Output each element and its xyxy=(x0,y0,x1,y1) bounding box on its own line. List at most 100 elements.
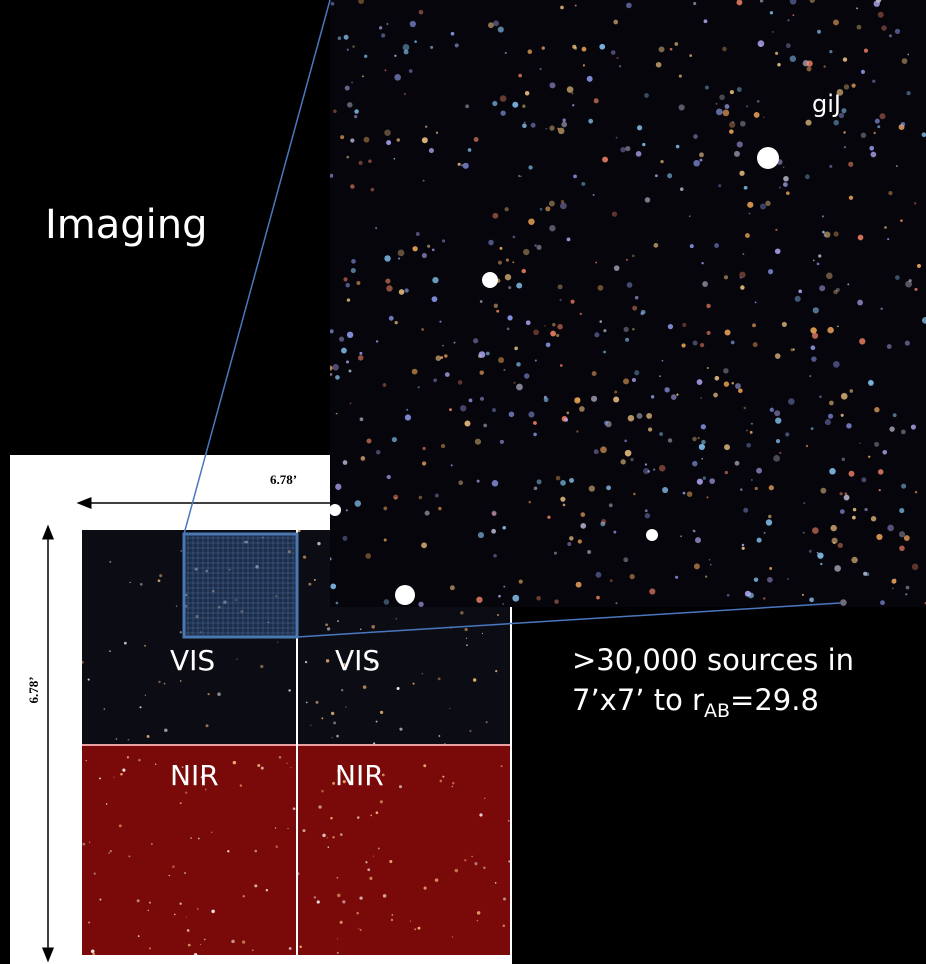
star xyxy=(874,407,879,412)
star xyxy=(518,175,520,177)
star xyxy=(709,478,715,484)
star xyxy=(856,7,858,9)
star xyxy=(406,409,408,411)
star xyxy=(418,602,423,607)
star xyxy=(179,903,181,905)
star xyxy=(544,397,549,402)
star xyxy=(560,480,566,486)
star xyxy=(347,102,353,108)
star xyxy=(868,380,874,386)
star xyxy=(740,277,742,279)
star xyxy=(817,552,819,554)
star xyxy=(522,105,525,108)
star xyxy=(174,914,176,916)
star xyxy=(803,532,805,534)
star xyxy=(839,492,842,495)
star xyxy=(790,348,793,351)
star xyxy=(757,100,760,103)
star xyxy=(302,829,305,832)
star xyxy=(563,504,566,507)
star xyxy=(812,527,819,534)
star xyxy=(158,579,161,582)
star xyxy=(823,65,825,67)
star xyxy=(486,721,488,723)
star xyxy=(491,510,496,515)
star xyxy=(680,187,684,191)
star xyxy=(479,813,482,816)
star xyxy=(144,645,146,647)
star xyxy=(740,488,743,491)
star xyxy=(729,129,734,134)
star xyxy=(567,86,574,93)
star xyxy=(833,231,838,236)
star xyxy=(445,372,450,377)
star xyxy=(914,288,917,291)
star xyxy=(358,928,359,929)
star xyxy=(383,894,387,898)
star xyxy=(841,108,846,113)
star xyxy=(424,887,427,890)
star xyxy=(522,123,527,128)
star xyxy=(621,459,626,464)
star xyxy=(397,687,400,690)
star xyxy=(321,717,323,719)
star xyxy=(786,191,790,195)
star xyxy=(432,296,438,302)
star xyxy=(680,535,682,537)
caption-text: 7’x7’ to r xyxy=(572,683,704,717)
star xyxy=(865,572,869,576)
star xyxy=(466,644,468,646)
star xyxy=(477,480,480,483)
star xyxy=(751,479,753,481)
star xyxy=(805,120,811,126)
star xyxy=(127,756,129,758)
star xyxy=(732,382,734,384)
star xyxy=(371,625,375,629)
star xyxy=(766,519,772,525)
star xyxy=(594,98,599,103)
star xyxy=(630,458,633,461)
star xyxy=(718,184,721,187)
star xyxy=(289,947,292,950)
star xyxy=(841,393,848,400)
star xyxy=(775,417,781,423)
star xyxy=(770,408,774,412)
star xyxy=(805,174,810,179)
star xyxy=(108,852,110,854)
star xyxy=(593,194,595,196)
star xyxy=(902,58,908,64)
star xyxy=(473,678,476,681)
star xyxy=(572,104,574,106)
star xyxy=(637,125,642,130)
star xyxy=(674,42,678,46)
star xyxy=(155,764,156,765)
star xyxy=(792,14,794,16)
star xyxy=(645,463,647,465)
image-label: giJ xyxy=(812,90,841,118)
star xyxy=(303,555,306,558)
star xyxy=(561,200,564,203)
panel-label: VIS xyxy=(335,644,380,677)
star xyxy=(755,302,757,304)
star xyxy=(575,5,577,7)
star xyxy=(435,878,439,882)
star xyxy=(375,227,377,229)
star xyxy=(612,211,617,216)
star xyxy=(603,351,606,354)
star xyxy=(700,397,702,399)
star xyxy=(204,939,206,941)
star xyxy=(889,34,892,37)
star xyxy=(861,133,867,139)
star xyxy=(124,642,127,645)
star xyxy=(626,3,632,9)
star xyxy=(337,877,339,879)
star xyxy=(693,340,698,345)
star xyxy=(452,936,453,937)
star xyxy=(349,369,352,372)
star xyxy=(147,735,150,738)
star xyxy=(299,946,302,949)
star xyxy=(318,805,321,808)
star xyxy=(572,45,576,49)
star xyxy=(645,509,648,512)
star xyxy=(364,137,370,143)
